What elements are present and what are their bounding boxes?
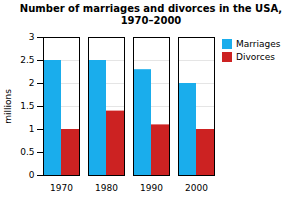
html-text:Divorces: Divorces [236, 52, 275, 62]
html-text:Marriages: Marriages [236, 39, 281, 49]
svg-text:millions: millions [3, 89, 13, 124]
svg-text:1: 1 [29, 124, 35, 134]
svg-text:1990: 1990 [140, 183, 163, 193]
svg-text:2000: 2000 [185, 183, 208, 193]
svg-text:3: 3 [29, 32, 35, 42]
svg-text:1.5: 1.5 [20, 101, 34, 111]
svg-text:2: 2 [29, 78, 35, 88]
svg-text:1980: 1980 [95, 183, 118, 193]
svg-text:0: 0 [29, 170, 35, 180]
html-text:Number of marriages and divorc: Number of marriages and divorces in the … [19, 3, 283, 26]
svg-text:0.5: 0.5 [20, 147, 34, 157]
svg-text:1970: 1970 [50, 183, 73, 193]
svg-text:2.5: 2.5 [20, 55, 34, 65]
